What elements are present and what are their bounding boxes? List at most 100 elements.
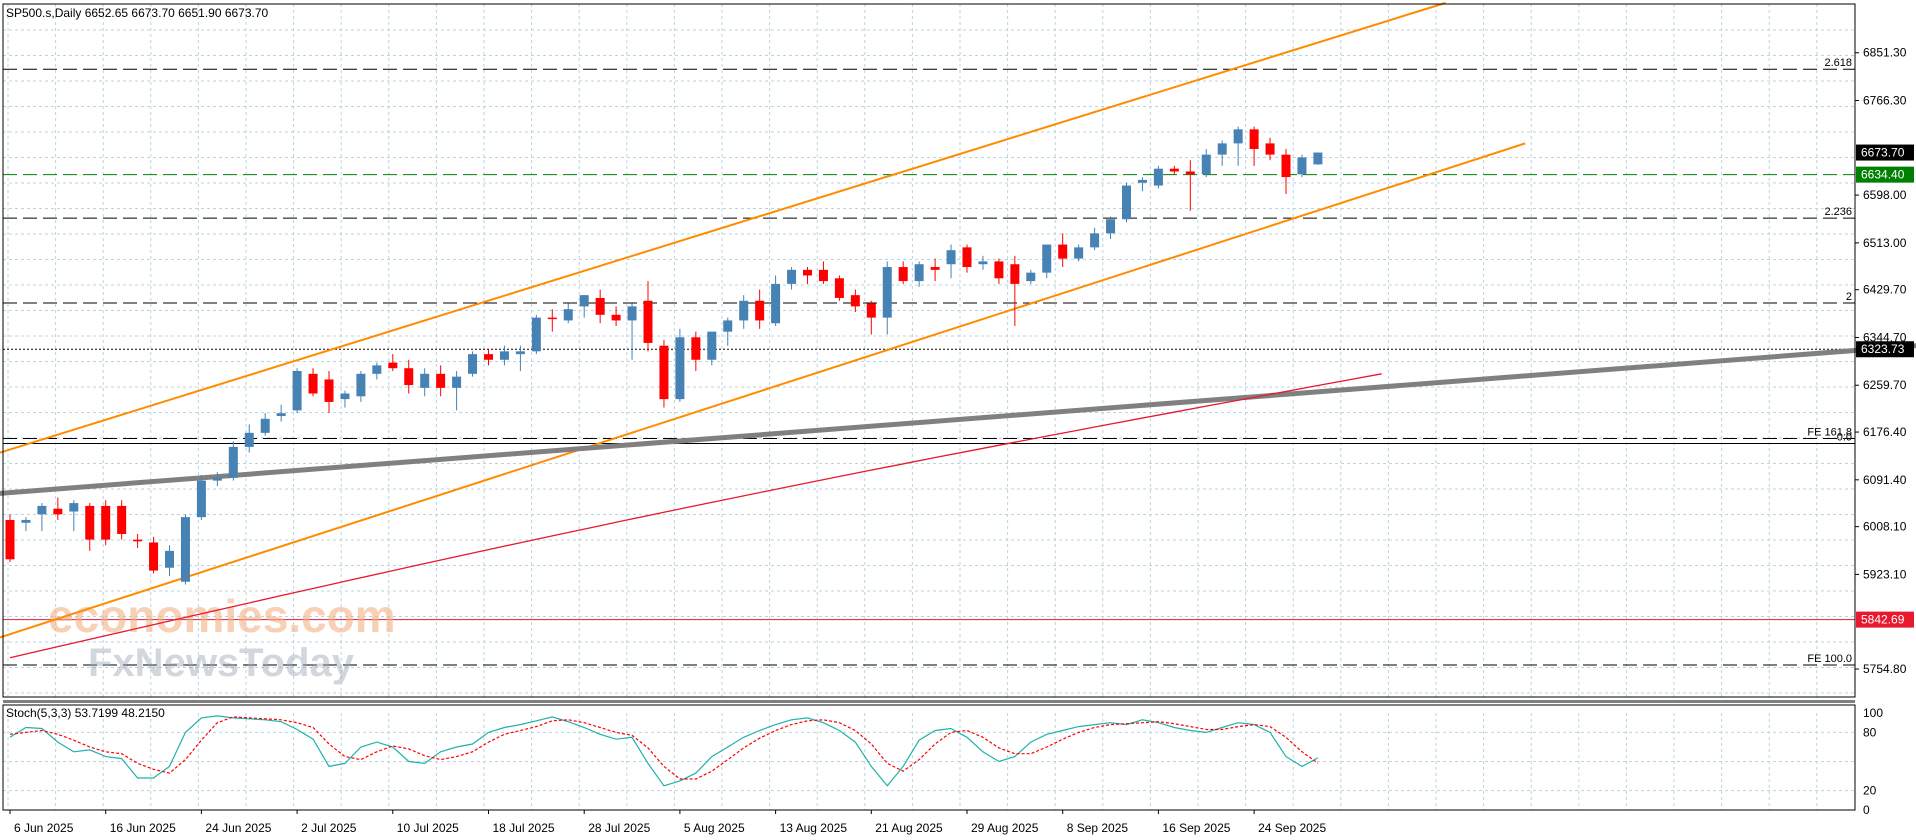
trendline — [0, 343, 1916, 496]
y-tick-label: 6598.00 — [1863, 188, 1907, 202]
level-price-tag-bg — [1856, 611, 1914, 628]
watermark: economies.com FxNewsToday — [48, 590, 396, 685]
candle — [643, 281, 653, 352]
candle — [930, 258, 940, 282]
candle — [547, 309, 557, 332]
candle-body — [723, 320, 733, 332]
candle-body — [101, 505, 111, 540]
candle-body — [1313, 152, 1323, 165]
candle — [1042, 244, 1052, 279]
candle-body — [978, 261, 988, 265]
candle — [723, 317, 733, 346]
candle-body — [1281, 154, 1291, 178]
candle — [69, 500, 79, 532]
x-tick-label: 16 Sep 2025 — [1162, 821, 1230, 835]
panel-separator — [3, 700, 1855, 703]
candle-body — [372, 365, 382, 374]
candle-body — [771, 283, 781, 324]
horizontal-levels: 2.618 2.236 2 FE 161.80.0 FE 100.0 — [3, 57, 1855, 666]
price-tags: 6634.40 6323.73 5842.69 6673.70 — [1856, 144, 1914, 628]
candle — [1106, 216, 1116, 239]
candle — [1313, 152, 1323, 165]
candle-body — [260, 418, 270, 433]
y-tick-label: 6259.70 — [1863, 378, 1907, 392]
candle-body — [643, 300, 653, 343]
level-label: FE 100.0 — [1807, 653, 1852, 665]
candle — [771, 275, 781, 327]
candle-body — [1026, 272, 1036, 282]
stoch-signal-line — [9, 716, 1319, 780]
level-label: FE 161.8 — [1807, 426, 1852, 438]
x-tick-label: 21 Aug 2025 — [875, 821, 943, 835]
candle-body — [420, 373, 430, 388]
x-tick-label: 8 Sep 2025 — [1067, 821, 1129, 835]
stochastic-lines — [9, 715, 1319, 787]
level-price-tag-text: 6323.73 — [1861, 342, 1905, 356]
candle — [611, 306, 621, 327]
candle — [1026, 269, 1036, 284]
candle-body — [149, 542, 159, 571]
candle-body — [1010, 264, 1020, 284]
current-price-tag-text: 6673.70 — [1861, 146, 1905, 160]
candle — [1010, 255, 1020, 327]
candle-body — [1185, 171, 1195, 175]
candles — [5, 126, 1323, 585]
candle-body — [37, 505, 47, 515]
candle-body — [946, 250, 956, 265]
channel-upper-line — [0, 1, 1446, 454]
current-price-tag: 6673.70 — [1856, 144, 1914, 161]
candle-body — [165, 550, 174, 568]
candle-body — [117, 505, 127, 535]
candle-body — [675, 337, 685, 400]
candle-body — [244, 432, 254, 447]
y-tick-label: 6513.00 — [1863, 236, 1907, 250]
level-price-tag-text: 6634.40 — [1861, 168, 1905, 182]
level-label: 2 — [1846, 291, 1852, 303]
candle-body — [1058, 244, 1068, 259]
candle-body — [739, 300, 749, 321]
x-tick-label: 24 Sep 2025 — [1258, 821, 1326, 835]
candle — [818, 261, 828, 284]
current-price-tag-bg — [1856, 144, 1914, 161]
stoch-title: Stoch(5,3,3) 53.7199 48.2150 — [6, 706, 165, 720]
y-tick-label: 6851.30 — [1863, 46, 1907, 60]
candle — [1090, 227, 1100, 251]
candle — [898, 261, 908, 284]
candle — [404, 359, 414, 394]
candle — [595, 289, 605, 324]
candle-body — [1233, 129, 1243, 144]
candle-body — [898, 267, 908, 282]
candle — [372, 362, 382, 380]
candle-body — [1201, 154, 1211, 175]
stoch-grid — [3, 713, 1855, 810]
candle-body — [388, 362, 398, 369]
candle-body — [21, 519, 31, 523]
candle-body — [531, 317, 541, 352]
candle — [276, 404, 286, 422]
candle — [1058, 233, 1068, 268]
moving-average-line — [9, 373, 1382, 659]
candle — [691, 331, 701, 372]
level-price-tag-bg — [1856, 166, 1914, 183]
candle — [515, 345, 525, 372]
x-tick-label: 13 Aug 2025 — [780, 821, 848, 835]
candle-body — [69, 503, 79, 512]
stoch-y-tick-label: 100 — [1863, 706, 1883, 720]
level-price-tag: 6634.40 — [1856, 166, 1914, 183]
candle — [5, 514, 15, 563]
candle — [228, 441, 238, 481]
x-tick-label: 16 Jun 2025 — [110, 821, 176, 835]
candle-body — [85, 505, 95, 540]
candle — [292, 368, 302, 414]
candle — [659, 340, 669, 408]
candle — [882, 261, 892, 335]
chart-overlays — [0, 1, 1916, 659]
y-tick-label: 5754.80 — [1863, 662, 1907, 676]
candle — [244, 424, 254, 453]
candle — [1233, 126, 1243, 166]
candle-body — [133, 539, 143, 542]
candle-body — [276, 413, 286, 416]
candle-body — [1074, 247, 1084, 259]
level-label: 0.0 — [1837, 432, 1852, 444]
